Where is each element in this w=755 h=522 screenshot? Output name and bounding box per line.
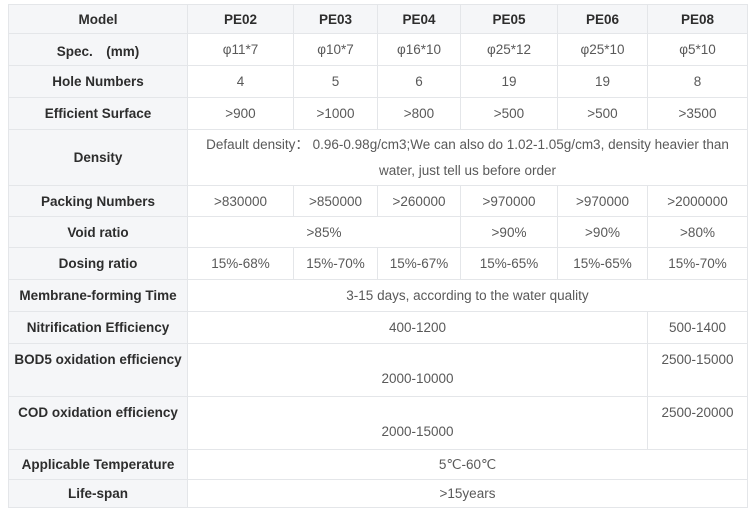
cell: >90% <box>460 216 558 248</box>
column-header-model: Model <box>8 4 188 34</box>
cell: 3-15 days, according to the water qualit… <box>187 279 748 312</box>
row-label-density: Density <box>8 129 188 186</box>
cell: 15%-70% <box>647 247 748 280</box>
table-row-dosing-ratio: Dosing ratio 15%-68% 15%-70% 15%-67% 15%… <box>8 247 748 280</box>
cell: φ25*10 <box>557 33 648 66</box>
table-row-cod-oxidation-efficiency: COD oxidation efficiency 2000-15000 2500… <box>8 396 748 450</box>
cell: >970000 <box>557 185 648 217</box>
cell: 2000-15000 <box>187 396 648 450</box>
cell: >500 <box>557 97 648 130</box>
row-label-applicable-temperature: Applicable Temperature <box>8 449 188 480</box>
cell: >850000 <box>293 185 378 217</box>
column-header-pe05: PE05 <box>460 4 558 34</box>
cell: >900 <box>187 97 294 130</box>
table-row-packing-numbers: Packing Numbers >830000 >850000 >260000 … <box>8 185 748 217</box>
cell: 5 <box>293 65 378 98</box>
cell: 15%-67% <box>377 247 461 280</box>
cell: 8 <box>647 65 748 98</box>
table-row-spec: Spec. (mm) φ11*7 φ10*7 φ16*10 φ25*12 φ25… <box>8 33 748 66</box>
row-label-nitrification-efficiency: Nitrification Efficiency <box>8 311 188 344</box>
cell: >830000 <box>187 185 294 217</box>
table-row-model: Model PE02 PE03 PE04 PE05 PE06 PE08 <box>8 4 748 34</box>
row-label-dosing-ratio: Dosing ratio <box>8 247 188 280</box>
cell: >2000000 <box>647 185 748 217</box>
cell: >500 <box>460 97 558 130</box>
cell: 15%-65% <box>557 247 648 280</box>
table-row-efficient-surface: Efficient Surface >900 >1000 >800 >500 >… <box>8 97 748 130</box>
cell: >85% <box>187 216 461 248</box>
row-label-void-ratio: Void ratio <box>8 216 188 248</box>
cell: >260000 <box>377 185 461 217</box>
cell: 2500-20000 <box>647 396 748 450</box>
cell: >90% <box>557 216 648 248</box>
cell: φ16*10 <box>377 33 461 66</box>
column-header-pe04: PE04 <box>377 4 461 34</box>
cell: >3500 <box>647 97 748 130</box>
row-label-bod5-oxidation-efficiency: BOD5 oxidation efficiency <box>8 343 188 397</box>
cell: >1000 <box>293 97 378 130</box>
cell: >970000 <box>460 185 558 217</box>
column-header-pe02: PE02 <box>187 4 294 34</box>
cell: φ5*10 <box>647 33 748 66</box>
cell: φ11*7 <box>187 33 294 66</box>
table-row-hole-numbers: Hole Numbers 4 5 6 19 19 8 <box>8 65 748 98</box>
row-label-cod-oxidation-efficiency: COD oxidation efficiency <box>8 396 188 450</box>
cell: 2500-15000 <box>647 343 748 397</box>
table-row-void-ratio: Void ratio >85% >90% >90% >80% <box>8 216 748 248</box>
cell: φ25*12 <box>460 33 558 66</box>
cell: 15%-68% <box>187 247 294 280</box>
row-label-packing-numbers: Packing Numbers <box>8 185 188 217</box>
column-header-pe06: PE06 <box>557 4 648 34</box>
cell: 4 <box>187 65 294 98</box>
table-row-membrane-forming-time: Membrane-forming Time 3-15 days, accordi… <box>8 279 748 312</box>
cell: 15%-65% <box>460 247 558 280</box>
row-label-hole-numbers: Hole Numbers <box>8 65 188 98</box>
column-header-pe08: PE08 <box>647 4 748 34</box>
cell: 19 <box>557 65 648 98</box>
cell: >800 <box>377 97 461 130</box>
table-row-density: Density Default density： 0.96-0.98g/cm3;… <box>8 129 748 186</box>
cell: 15%-70% <box>293 247 378 280</box>
table-row-bod5-oxidation-efficiency: BOD5 oxidation efficiency 2000-10000 250… <box>8 343 748 397</box>
table-row-life-span: Life-span >15years <box>8 479 748 508</box>
cell: 500-1400 <box>647 311 748 344</box>
cell: 5℃-60℃ <box>187 449 748 480</box>
row-label-efficient-surface: Efficient Surface <box>8 97 188 130</box>
table-row-applicable-temperature: Applicable Temperature 5℃-60℃ <box>8 449 748 480</box>
cell-density-note: Default density： 0.96-0.98g/cm3;We can a… <box>187 129 748 186</box>
column-header-pe03: PE03 <box>293 4 378 34</box>
table-row-nitrification-efficiency: Nitrification Efficiency 400-1200 500-14… <box>8 311 748 344</box>
cell: 19 <box>460 65 558 98</box>
cell: φ10*7 <box>293 33 378 66</box>
row-label-life-span: Life-span <box>8 479 188 508</box>
cell: 6 <box>377 65 461 98</box>
cell: 400-1200 <box>187 311 648 344</box>
row-label-spec: Spec. (mm) <box>8 33 188 66</box>
cell: >15years <box>187 479 748 508</box>
cell: 2000-10000 <box>187 343 648 397</box>
cell: >80% <box>647 216 748 248</box>
product-spec-table: Model PE02 PE03 PE04 PE05 PE06 PE08 Spec… <box>8 4 748 508</box>
row-label-membrane-forming-time: Membrane-forming Time <box>8 279 188 312</box>
